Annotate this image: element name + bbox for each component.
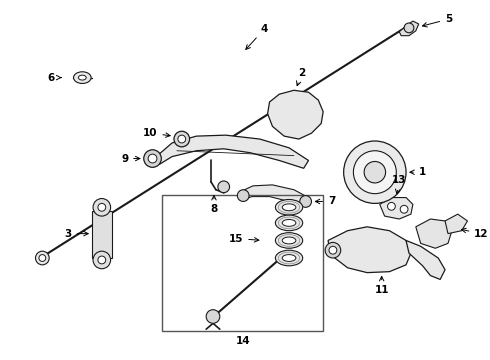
- Circle shape: [93, 198, 111, 216]
- Polygon shape: [445, 214, 467, 234]
- Polygon shape: [406, 240, 445, 279]
- Text: 8: 8: [210, 195, 218, 214]
- Circle shape: [388, 202, 395, 210]
- Text: 5: 5: [422, 14, 452, 27]
- Circle shape: [206, 310, 220, 323]
- Circle shape: [329, 246, 337, 254]
- Text: 10: 10: [143, 128, 170, 138]
- Circle shape: [98, 256, 106, 264]
- Ellipse shape: [275, 233, 303, 248]
- Text: 6: 6: [48, 73, 61, 82]
- Circle shape: [325, 242, 341, 258]
- Circle shape: [343, 141, 406, 203]
- Circle shape: [93, 251, 111, 269]
- Text: 2: 2: [296, 68, 305, 86]
- Circle shape: [174, 131, 190, 147]
- Polygon shape: [157, 135, 309, 168]
- Circle shape: [148, 154, 157, 163]
- Circle shape: [218, 181, 229, 193]
- Circle shape: [364, 162, 386, 183]
- Polygon shape: [240, 185, 309, 204]
- Text: 4: 4: [246, 24, 269, 49]
- Circle shape: [39, 255, 46, 261]
- Ellipse shape: [275, 199, 303, 215]
- Ellipse shape: [78, 75, 86, 80]
- Polygon shape: [328, 227, 411, 273]
- Circle shape: [353, 151, 396, 194]
- Circle shape: [300, 195, 312, 207]
- Ellipse shape: [282, 220, 296, 226]
- Text: 11: 11: [374, 276, 389, 295]
- Ellipse shape: [275, 215, 303, 231]
- Ellipse shape: [275, 250, 303, 266]
- Text: 13: 13: [392, 175, 407, 194]
- Bar: [92, 211, 112, 258]
- Text: 7: 7: [316, 197, 336, 206]
- Circle shape: [404, 23, 414, 33]
- Polygon shape: [268, 90, 323, 139]
- Circle shape: [98, 203, 106, 211]
- Circle shape: [144, 150, 161, 167]
- Circle shape: [237, 190, 249, 202]
- Text: 3: 3: [64, 229, 88, 239]
- Ellipse shape: [74, 72, 91, 84]
- Ellipse shape: [282, 255, 296, 261]
- Text: 9: 9: [121, 154, 140, 163]
- Circle shape: [178, 135, 186, 143]
- Ellipse shape: [282, 204, 296, 211]
- Bar: [162, 195, 323, 331]
- Polygon shape: [380, 198, 413, 219]
- Circle shape: [400, 205, 408, 213]
- Text: 12: 12: [462, 228, 489, 239]
- Text: 1: 1: [410, 167, 426, 177]
- Polygon shape: [416, 219, 452, 248]
- Text: 15: 15: [229, 234, 259, 243]
- Text: 14: 14: [235, 336, 250, 346]
- Circle shape: [35, 251, 49, 265]
- Polygon shape: [399, 21, 419, 36]
- Ellipse shape: [282, 237, 296, 244]
